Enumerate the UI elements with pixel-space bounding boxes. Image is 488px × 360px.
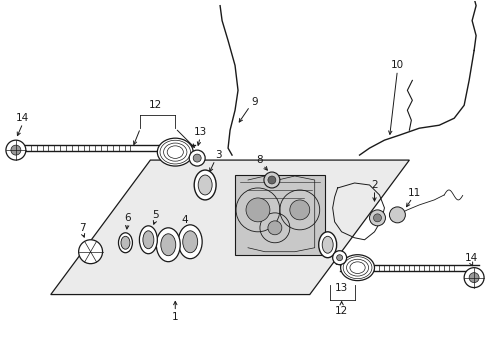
Text: 13: 13 bbox=[193, 127, 206, 137]
Ellipse shape bbox=[178, 225, 202, 259]
Circle shape bbox=[388, 207, 405, 223]
Polygon shape bbox=[51, 160, 408, 294]
Circle shape bbox=[11, 145, 21, 155]
Text: 4: 4 bbox=[182, 215, 188, 225]
Ellipse shape bbox=[183, 231, 197, 253]
Text: 14: 14 bbox=[464, 253, 477, 263]
Text: 3: 3 bbox=[334, 257, 340, 267]
Circle shape bbox=[6, 140, 26, 160]
Ellipse shape bbox=[161, 234, 175, 256]
Text: 2: 2 bbox=[370, 180, 377, 190]
Circle shape bbox=[267, 221, 281, 235]
Text: 6: 6 bbox=[124, 213, 130, 223]
Text: 14: 14 bbox=[16, 113, 29, 123]
Circle shape bbox=[369, 210, 385, 226]
Circle shape bbox=[373, 214, 381, 222]
Ellipse shape bbox=[318, 232, 336, 258]
Text: 5: 5 bbox=[152, 210, 158, 220]
Circle shape bbox=[267, 176, 275, 184]
Ellipse shape bbox=[121, 236, 130, 249]
Circle shape bbox=[468, 273, 478, 283]
Text: 1: 1 bbox=[172, 312, 178, 323]
Circle shape bbox=[245, 198, 269, 222]
Polygon shape bbox=[235, 175, 324, 255]
Ellipse shape bbox=[322, 236, 332, 253]
Circle shape bbox=[289, 200, 309, 220]
Ellipse shape bbox=[198, 175, 212, 195]
Circle shape bbox=[79, 240, 102, 264]
Text: 7: 7 bbox=[79, 223, 86, 233]
Text: 11: 11 bbox=[407, 188, 420, 198]
Circle shape bbox=[193, 154, 201, 162]
Ellipse shape bbox=[139, 226, 157, 254]
Circle shape bbox=[264, 172, 279, 188]
Circle shape bbox=[336, 255, 342, 261]
Text: 3: 3 bbox=[214, 150, 221, 160]
Ellipse shape bbox=[118, 233, 132, 253]
Text: 12: 12 bbox=[148, 100, 162, 110]
Text: 9: 9 bbox=[251, 97, 258, 107]
Ellipse shape bbox=[142, 231, 154, 249]
Text: 12: 12 bbox=[334, 306, 347, 316]
Text: 8: 8 bbox=[256, 155, 263, 165]
Ellipse shape bbox=[156, 228, 180, 262]
Ellipse shape bbox=[194, 170, 216, 200]
Circle shape bbox=[463, 268, 483, 288]
Ellipse shape bbox=[340, 255, 374, 280]
Text: 13: 13 bbox=[334, 283, 347, 293]
Ellipse shape bbox=[157, 138, 193, 166]
Circle shape bbox=[189, 150, 205, 166]
Circle shape bbox=[332, 251, 346, 265]
Text: 10: 10 bbox=[390, 60, 403, 71]
